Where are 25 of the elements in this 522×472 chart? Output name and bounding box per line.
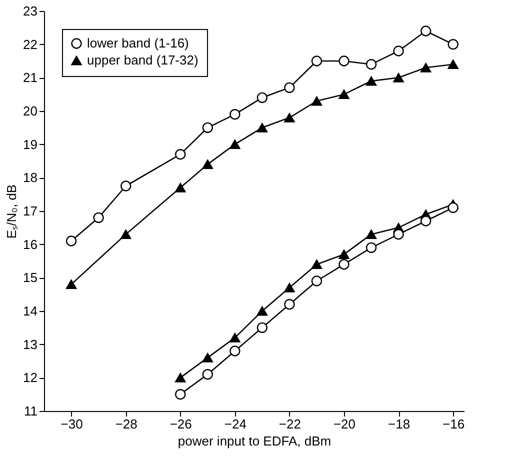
x-tick-label: −30 (60, 416, 83, 432)
y-tick-label: 11 (24, 404, 38, 418)
y-tick-label: 16 (23, 236, 38, 252)
y-tick-label: 18 (23, 170, 38, 186)
y-tick-label: 17 (23, 204, 38, 218)
x-tick-label: −18 (388, 416, 410, 432)
x-tick-label: −24 (224, 416, 246, 432)
y-axis-title: Eₛ/N₀, dB (4, 184, 20, 239)
legend-label: upper band (17-32) (87, 52, 198, 68)
y-tick-label: 22 (23, 36, 38, 52)
y-tick-label: 15 (23, 270, 38, 286)
x-tick-label: −20 (333, 416, 356, 432)
x-axis-title: power input to EDFA, dBm (178, 434, 332, 448)
y-tick-label: 23 (23, 4, 38, 18)
legend-label: lower band (1-16) (87, 36, 189, 50)
x-tick-label: −28 (115, 416, 138, 432)
y-tick-label: 20 (23, 104, 38, 118)
y-tick-label: 13 (23, 336, 38, 352)
y-tick-label: 14 (23, 304, 38, 318)
x-tick-label: −26 (170, 416, 192, 432)
x-tick-label: −22 (278, 416, 301, 432)
x-tick-label: −16 (442, 416, 465, 432)
y-tick-label: 12 (23, 370, 38, 386)
y-tick-label: 21 (23, 70, 38, 86)
y-tick-label: 19 (23, 136, 38, 152)
